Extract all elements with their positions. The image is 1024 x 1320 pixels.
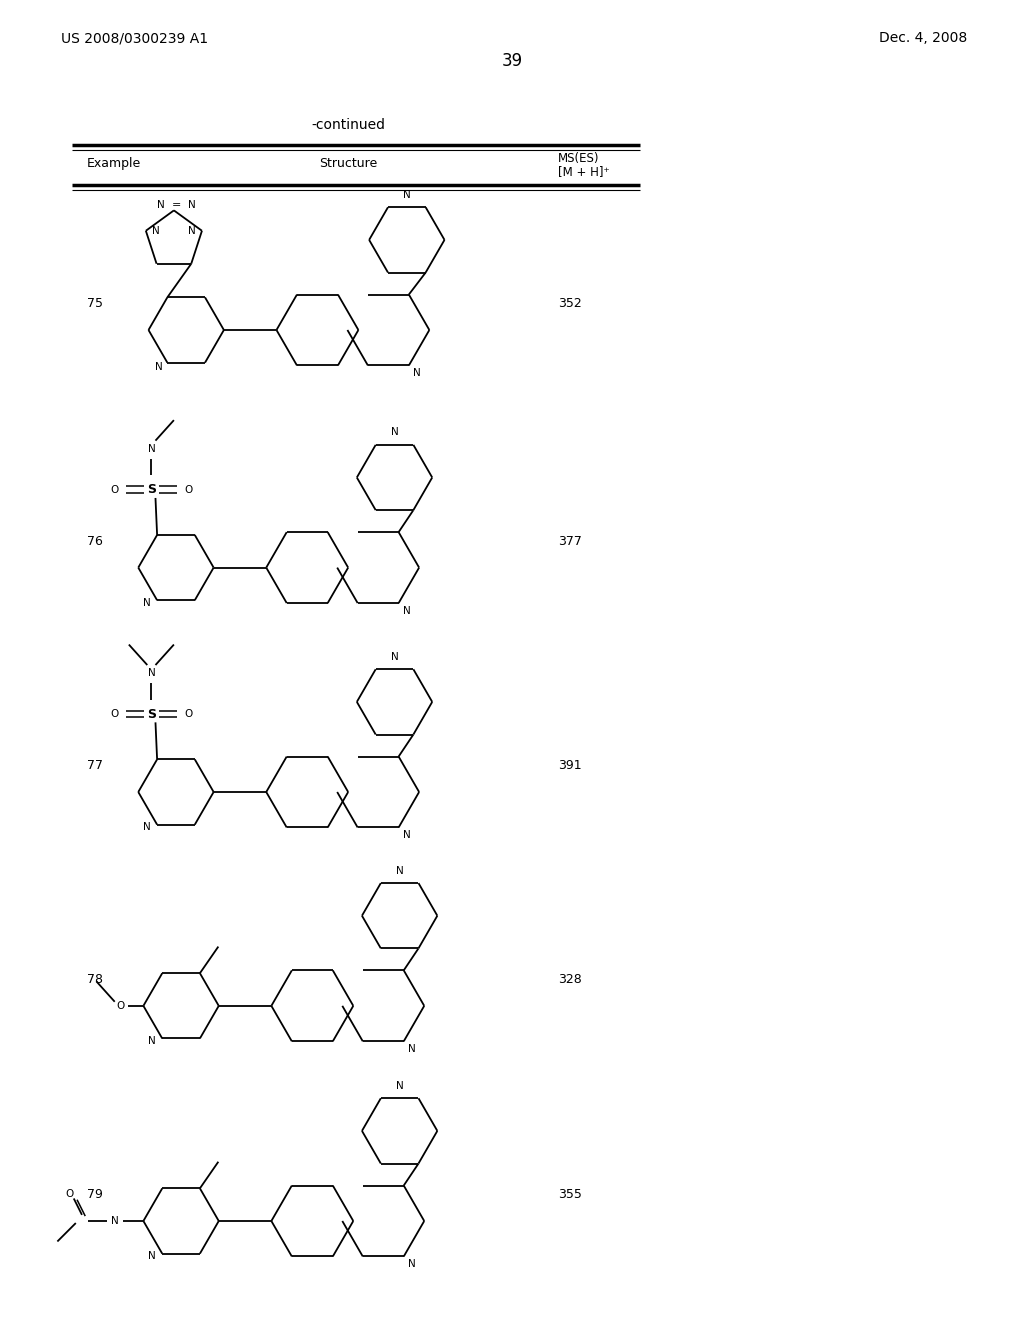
- Text: N: N: [408, 1259, 416, 1270]
- Text: O: O: [184, 709, 193, 719]
- Text: O: O: [111, 709, 119, 719]
- Text: N: N: [111, 1216, 119, 1226]
- Text: N: N: [147, 444, 156, 454]
- Text: N: N: [143, 822, 151, 833]
- Text: -continued: -continued: [311, 119, 385, 132]
- Text: [M + H]⁺: [M + H]⁺: [558, 165, 609, 178]
- Text: N: N: [143, 598, 151, 609]
- Text: MS(ES): MS(ES): [558, 152, 600, 165]
- Text: 77: 77: [87, 759, 103, 772]
- Text: O: O: [66, 1189, 74, 1200]
- Text: 78: 78: [87, 973, 103, 986]
- Text: 377: 377: [558, 535, 582, 548]
- Text: N: N: [148, 1251, 156, 1262]
- Text: 328: 328: [558, 973, 582, 986]
- Text: N: N: [390, 652, 398, 661]
- Text: N: N: [402, 830, 411, 841]
- Text: O: O: [184, 484, 193, 495]
- Text: US 2008/0300239 A1: US 2008/0300239 A1: [61, 32, 209, 45]
- Text: O: O: [111, 484, 119, 495]
- Text: N: N: [402, 190, 411, 199]
- Text: 79: 79: [87, 1188, 103, 1201]
- Text: N: N: [157, 201, 165, 210]
- Text: 75: 75: [87, 297, 103, 310]
- Text: N: N: [408, 1044, 416, 1055]
- Text: N: N: [148, 1036, 156, 1047]
- Text: S: S: [146, 708, 156, 721]
- Text: S: S: [146, 483, 156, 496]
- Text: =: =: [172, 201, 181, 210]
- Text: 352: 352: [558, 297, 582, 310]
- Text: N: N: [187, 226, 196, 236]
- Text: Structure: Structure: [319, 157, 377, 170]
- Text: N: N: [395, 1081, 403, 1090]
- Text: N: N: [153, 226, 160, 236]
- Text: Dec. 4, 2008: Dec. 4, 2008: [880, 32, 968, 45]
- Text: N: N: [402, 606, 411, 616]
- Text: Example: Example: [87, 157, 141, 170]
- Text: N: N: [395, 866, 403, 875]
- Text: 391: 391: [558, 759, 582, 772]
- Text: N: N: [156, 362, 163, 372]
- Text: 76: 76: [87, 535, 103, 548]
- Text: O: O: [117, 1001, 125, 1011]
- Text: N: N: [188, 201, 197, 210]
- Text: 355: 355: [558, 1188, 582, 1201]
- Text: N: N: [413, 368, 421, 379]
- Text: N: N: [147, 668, 156, 678]
- Text: N: N: [390, 428, 398, 437]
- Text: 39: 39: [502, 51, 522, 70]
